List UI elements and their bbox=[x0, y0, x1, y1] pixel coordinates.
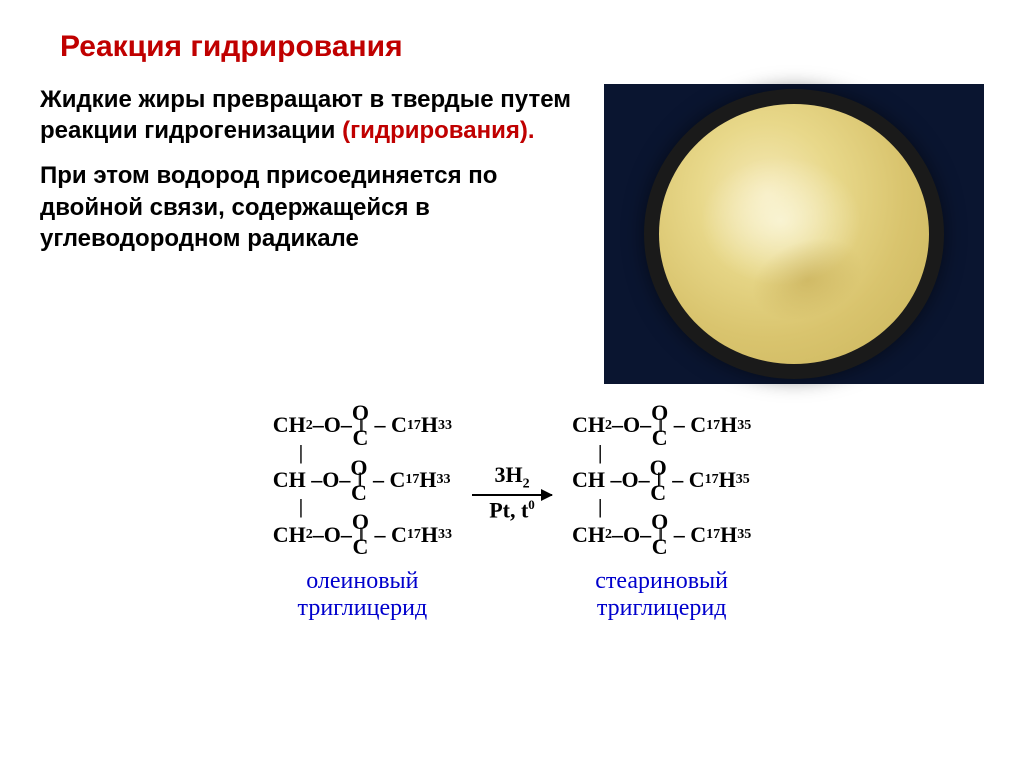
reaction-equation: CH2–O–O||C – C17H33 | CH –O–O||C – C17H3… bbox=[40, 404, 984, 622]
reactant-structure: CH2–O–O||C – C17H33 | CH –O–O||C – C17H3… bbox=[273, 404, 452, 556]
ch2-1: CH bbox=[273, 413, 306, 437]
plate bbox=[644, 89, 944, 379]
slide-title: Реакция гидрирования bbox=[60, 30, 984, 64]
arrow-reagent: 3H2 bbox=[494, 463, 529, 492]
margarine-image bbox=[604, 84, 984, 384]
carbonyl-3: O||C bbox=[352, 513, 369, 556]
ch2-3: CH bbox=[273, 523, 306, 547]
product-molecule: CH2–O–O||C – C17H35 | CH –O–O||C – C17H3… bbox=[572, 404, 751, 622]
content-row: Жидкие жиры превращают в твердые путем р… bbox=[40, 84, 984, 384]
paragraph-2: При этом водород присоединяется по двойн… bbox=[40, 160, 584, 254]
ch-2: CH bbox=[273, 468, 306, 492]
arrow-conditions: Pt, t0 bbox=[489, 498, 535, 523]
text-column: Жидкие жиры превращают в твердые путем р… bbox=[40, 84, 584, 384]
product-structure: CH2–O–O||C – C17H35 | CH –O–O||C – C17H3… bbox=[572, 404, 751, 556]
butter-fat bbox=[659, 104, 929, 364]
carbonyl-1: O||C bbox=[352, 404, 369, 447]
para1-highlight: (гидрирования). bbox=[342, 117, 534, 144]
reactant-molecule: CH2–O–O||C – C17H33 | CH –O–O||C – C17H3… bbox=[273, 404, 452, 622]
para2-text: При этом водород присоединяется по двойн… bbox=[40, 162, 497, 251]
reactant-label: олеиновыйтриглицерид bbox=[298, 568, 428, 622]
carbonyl-2: O||C bbox=[350, 459, 367, 502]
arrow-line bbox=[472, 494, 552, 496]
paragraph-1: Жидкие жиры превращают в твердые путем р… bbox=[40, 84, 584, 146]
reaction-arrow: 3H2 Pt, t0 bbox=[472, 463, 552, 522]
product-label: стеариновыйтриглицерид bbox=[595, 568, 728, 622]
o-1: O bbox=[324, 413, 341, 437]
